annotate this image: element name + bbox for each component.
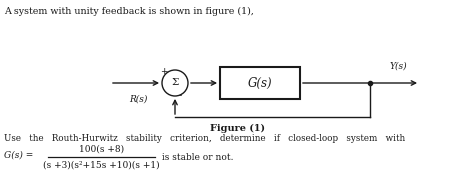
Text: is stable or not.: is stable or not. — [159, 152, 234, 162]
Text: (s +3)(s²+15s +10)(s +1): (s +3)(s²+15s +10)(s +1) — [43, 160, 160, 169]
Text: Y(s): Y(s) — [390, 62, 408, 71]
Text: G(s) =: G(s) = — [4, 151, 33, 159]
Text: Figure (1): Figure (1) — [210, 124, 264, 133]
Text: A system with unity feedback is shown in figure (1),: A system with unity feedback is shown in… — [4, 7, 254, 16]
Text: 100(s +8): 100(s +8) — [79, 145, 124, 154]
Text: Use   the   Routh-Hurwitz   stability   criterion,   determine   if   closed-loo: Use the Routh-Hurwitz stability criterio… — [4, 134, 405, 143]
Text: G(s): G(s) — [248, 77, 272, 90]
Text: Σ: Σ — [171, 79, 179, 87]
Text: +: + — [160, 66, 168, 75]
Bar — [220, 67, 300, 99]
Text: R(s): R(s) — [129, 95, 147, 104]
Text: -: - — [178, 91, 182, 100]
